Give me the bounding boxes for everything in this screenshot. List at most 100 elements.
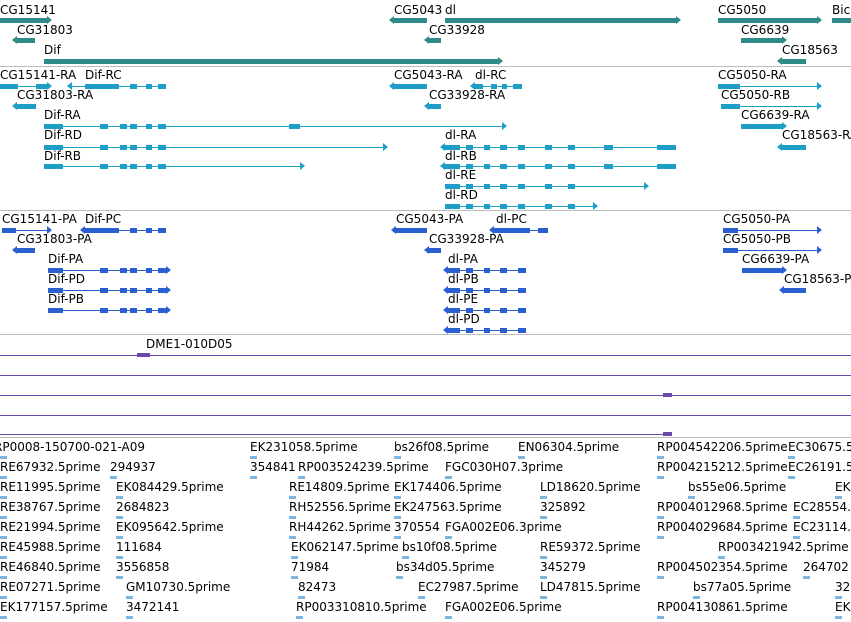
protein-feature-exon[interactable] xyxy=(130,308,137,313)
transcript-feature-label[interactable]: CG15141-RA xyxy=(0,68,77,82)
protein-feature-exon[interactable] xyxy=(500,268,507,273)
est-feature-label[interactable]: RP004502354.5prime xyxy=(657,560,788,574)
transcript-feature-label[interactable]: Dif-RA xyxy=(44,108,81,122)
transcript-feature-label[interactable]: CG33928-RA xyxy=(429,88,506,102)
protein-feature-exon[interactable] xyxy=(484,308,490,313)
protein-feature-label[interactable]: Dif-PB xyxy=(48,292,84,306)
est-feature-mark[interactable] xyxy=(0,536,7,539)
gene-feature-exon[interactable] xyxy=(0,18,47,23)
est-feature-mark[interactable] xyxy=(835,496,842,499)
est-feature-mark[interactable] xyxy=(394,536,401,539)
est-feature-label[interactable]: EK xyxy=(835,480,851,494)
protein-feature-exon[interactable] xyxy=(494,228,530,233)
clone-feature-exon[interactable] xyxy=(663,393,672,397)
protein-feature-exon[interactable] xyxy=(466,308,473,313)
est-feature-mark[interactable] xyxy=(291,576,298,579)
est-feature-mark[interactable] xyxy=(396,576,403,579)
transcript-feature-exon[interactable] xyxy=(466,204,473,209)
est-feature-label[interactable]: RE45988.5prime xyxy=(0,540,101,554)
gene-feature-exon[interactable] xyxy=(394,18,427,23)
transcript-feature-exon[interactable] xyxy=(500,184,507,189)
est-feature-label[interactable]: bs55e06.5prime xyxy=(688,480,787,494)
est-feature-mark[interactable] xyxy=(0,456,7,459)
est-feature-label[interactable]: RE67932.5prime xyxy=(0,460,101,474)
est-feature-label[interactable]: 354841 xyxy=(250,460,296,474)
est-feature-mark[interactable] xyxy=(116,536,123,539)
protein-feature-exon[interactable] xyxy=(448,308,460,313)
est-feature-mark[interactable] xyxy=(296,616,303,619)
est-feature-label[interactable]: EC28554.5prime xyxy=(793,500,851,514)
est-feature-label[interactable]: 3472141 xyxy=(126,600,180,614)
protein-feature-exon[interactable] xyxy=(518,328,526,333)
est-feature-mark[interactable] xyxy=(250,456,257,459)
transcript-feature-exon[interactable] xyxy=(657,145,676,150)
protein-feature-label[interactable]: CG18563-PA xyxy=(784,272,851,286)
est-feature-mark[interactable] xyxy=(540,516,547,519)
est-feature-mark[interactable] xyxy=(394,516,401,519)
est-feature-label[interactable]: LD47815.5prime xyxy=(540,580,641,594)
est-feature-label[interactable]: FGA002E06.3prime xyxy=(445,520,562,534)
transcript-feature-label[interactable]: dl-RE xyxy=(445,168,477,182)
protein-feature-label[interactable]: Dif-PA xyxy=(48,252,84,266)
est-feature-label[interactable]: RP0008-150700-021-A09 xyxy=(0,440,146,454)
protein-feature-exon[interactable] xyxy=(130,268,137,273)
est-feature-label[interactable]: EK177157.5prime xyxy=(0,600,108,614)
transcript-feature-exon[interactable] xyxy=(484,145,490,150)
transcript-feature-exon[interactable] xyxy=(545,184,552,189)
est-feature-label[interactable]: EK231058.5prime xyxy=(250,440,358,454)
est-feature-mark[interactable] xyxy=(445,616,452,619)
transcript-feature-exon[interactable] xyxy=(158,84,166,89)
est-feature-label[interactable]: FGA002E06.5prime xyxy=(445,600,562,614)
transcript-feature-exon[interactable] xyxy=(146,84,152,89)
transcript-feature-exon[interactable] xyxy=(518,164,525,169)
est-feature-mark[interactable] xyxy=(657,456,664,459)
est-feature-mark[interactable] xyxy=(110,476,117,479)
est-feature-label[interactable]: 3556858 xyxy=(116,560,170,574)
est-feature-mark[interactable] xyxy=(445,536,452,539)
protein-feature-label[interactable]: CG31803-PA xyxy=(17,232,92,246)
protein-feature-label[interactable]: CG33928-PA xyxy=(429,232,504,246)
est-feature-label[interactable]: 370554 xyxy=(394,520,440,534)
est-feature-label[interactable]: RE07271.5prime xyxy=(0,580,101,594)
est-feature-label[interactable]: 325892 xyxy=(540,500,586,514)
transcript-feature-exon[interactable] xyxy=(484,184,490,189)
gene-feature-exon[interactable] xyxy=(17,38,35,43)
gene-feature-exon[interactable] xyxy=(445,18,676,23)
gene-feature-exon[interactable] xyxy=(741,38,782,43)
protein-feature-exon[interactable] xyxy=(538,228,548,233)
gene-feature-exon[interactable] xyxy=(429,38,441,43)
clone-feature-label[interactable]: DME1-010D05 xyxy=(146,337,233,351)
transcript-feature-exon[interactable] xyxy=(289,124,300,129)
est-feature-mark[interactable] xyxy=(657,476,664,479)
protein-feature-exon[interactable] xyxy=(158,228,166,233)
est-feature-mark[interactable] xyxy=(394,456,401,459)
est-feature-label[interactable]: EC23114.5prime xyxy=(793,520,851,534)
protein-feature-exon[interactable] xyxy=(723,228,738,233)
est-feature-label[interactable]: EK095642.5prime xyxy=(116,520,224,534)
transcript-feature-exon[interactable] xyxy=(545,145,552,150)
est-feature-mark[interactable] xyxy=(0,516,7,519)
protein-feature-exon[interactable] xyxy=(484,288,490,293)
est-feature-mark[interactable] xyxy=(0,596,7,599)
transcript-feature-exon[interactable] xyxy=(718,84,740,89)
transcript-feature-exon[interactable] xyxy=(445,164,460,169)
est-feature-label[interactable]: EN06304.5prime xyxy=(518,440,620,454)
protein-feature-exon[interactable] xyxy=(146,228,152,233)
protein-feature-exon[interactable] xyxy=(500,308,507,313)
transcript-feature-label[interactable]: Dif-RB xyxy=(44,149,82,163)
transcript-feature-exon[interactable] xyxy=(100,124,108,129)
est-feature-label[interactable]: FGC030H07.3prime xyxy=(445,460,564,474)
gene-feature-label[interactable]: CG6639 xyxy=(741,23,790,37)
gene-feature-exon[interactable] xyxy=(782,59,806,64)
est-feature-label[interactable]: EC27987.5prime xyxy=(418,580,519,594)
protein-feature-exon[interactable] xyxy=(100,268,108,273)
transcript-feature-exon[interactable] xyxy=(0,84,18,89)
transcript-feature-exon[interactable] xyxy=(44,124,63,129)
transcript-feature-exon[interactable] xyxy=(604,145,613,150)
transcript-feature-exon[interactable] xyxy=(657,164,676,169)
transcript-feature-label[interactable]: dl-RD xyxy=(445,188,478,202)
est-feature-mark[interactable] xyxy=(445,476,452,479)
transcript-feature-exon[interactable] xyxy=(545,204,552,209)
transcript-feature-exon[interactable] xyxy=(568,204,575,209)
protein-feature-exon[interactable] xyxy=(484,328,490,333)
